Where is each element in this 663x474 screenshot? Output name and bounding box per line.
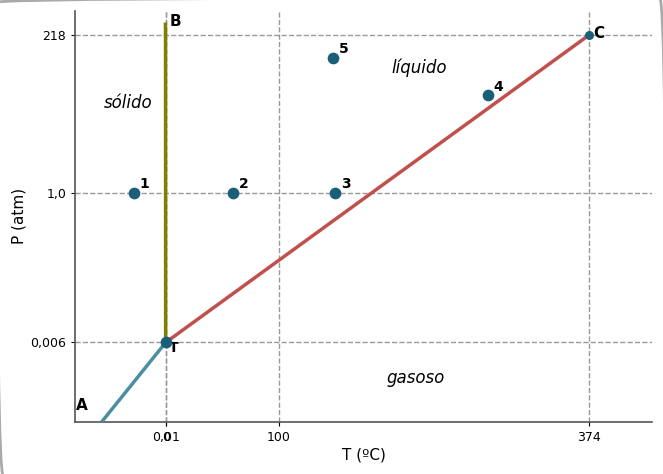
Point: [583, 32, 594, 39]
Text: T: T: [169, 341, 178, 355]
Text: gasoso: gasoso: [386, 369, 444, 387]
Text: líquido: líquido: [392, 59, 448, 77]
Text: 5: 5: [339, 42, 349, 56]
Text: 3: 3: [341, 177, 351, 191]
X-axis label: T (ºC): T (ºC): [341, 448, 385, 463]
Text: 2: 2: [239, 177, 249, 191]
Point: [228, 189, 239, 197]
Point: [129, 189, 139, 197]
Point: [160, 339, 171, 346]
Point: [330, 189, 341, 197]
Text: C: C: [593, 26, 604, 41]
Point: [328, 55, 338, 62]
Text: B: B: [170, 14, 182, 29]
Text: 1: 1: [140, 177, 149, 191]
Text: 4: 4: [493, 80, 503, 93]
Text: A: A: [76, 398, 88, 413]
Y-axis label: P (atm): P (atm): [11, 188, 26, 245]
Text: sólido: sólido: [103, 94, 152, 112]
Point: [483, 91, 493, 99]
